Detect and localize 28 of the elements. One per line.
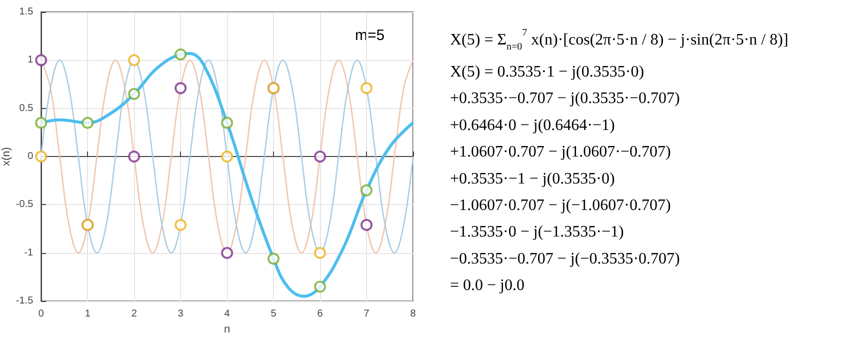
x-tick-label: 6 [317,308,324,320]
y-tick-label: 1.5 [19,6,34,18]
x-axis-title: n [224,324,230,336]
text: +0.6464·0 − j(0.6464·−1) [450,116,615,134]
y-tick-label: -1 [24,247,34,258]
x-tick-label: 8 [410,308,416,320]
text: −0.3535·−0.707 − j(−0.3535·0.707) [450,250,680,268]
y-tick-label: -1.5 [16,296,34,307]
x-tick-label: 3 [178,308,184,320]
text: = 0.0 − j0.0 [450,277,524,294]
text: X(5) = 0.3535·1 − j(0.3535·0) [450,64,644,80]
x-tick-label: 2 [131,308,138,320]
text: −1.3535·0 − j(−1.3535·−1) [450,224,624,241]
x-tick-label: 4 [224,308,230,320]
x-tick-label: 1 [84,308,91,320]
y-axis-title: x(n) [0,147,12,166]
y-tick-label: 1 [28,54,34,66]
text: −1.0607·0.707 − j(−1.0607·0.707) [450,197,671,214]
text: +0.3535·−1 − j(0.3535·0) [450,170,615,188]
x-tick-label: 5 [270,308,277,320]
y-tick-label: -0.5 [16,199,34,210]
annotation: m=5 [355,27,385,44]
y-tick-label: 0 [28,151,34,162]
y-tick-label: 0.5 [19,102,34,114]
text: +1.0607·0.707 − j(1.0607·−0.707) [450,144,671,161]
x-tick-label: 7 [364,308,370,320]
x-tick-label: 0 [38,308,44,320]
text: +0.3535·−0.707 − j(0.3535·−0.707) [450,90,680,108]
